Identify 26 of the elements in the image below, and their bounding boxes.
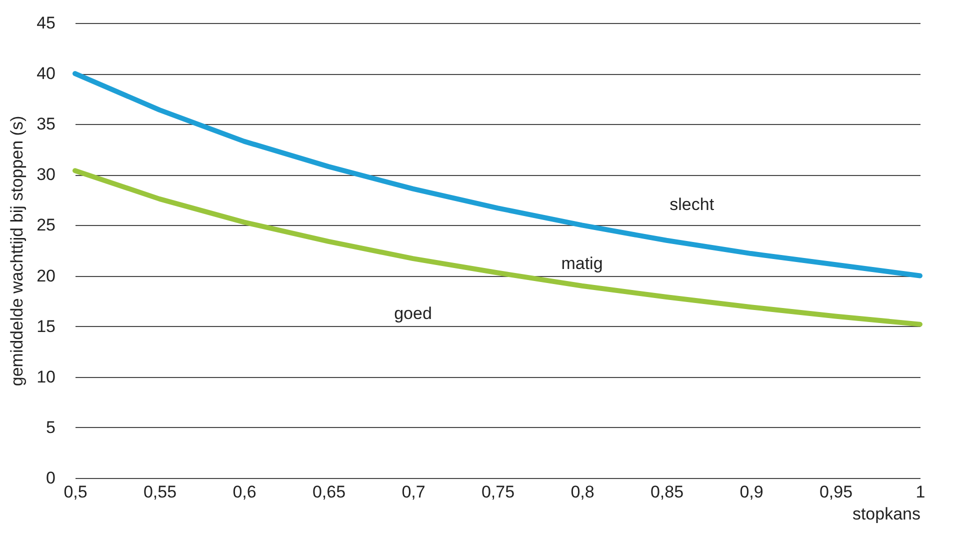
x-tick-label: 1 (916, 482, 926, 502)
annotation: slecht (670, 195, 714, 214)
y-tick-label: 15 (36, 316, 56, 336)
x-tick-label: 0,7 (402, 482, 426, 502)
y-tick-label: 40 (36, 64, 56, 84)
annotation: goed (394, 304, 432, 324)
y-tick-label: 10 (36, 367, 56, 386)
x-tick-label: 0,95 (819, 482, 853, 502)
y-tick-label: 35 (36, 114, 56, 134)
y-tick-label: 5 (46, 418, 56, 437)
x-tick-label: 0,5 (64, 482, 88, 502)
x-tick-label: 0,6 (232, 482, 256, 502)
x-tick-label: 0,75 (481, 482, 515, 502)
x-tick-label: 0,85 (650, 482, 684, 502)
y-tick-label: 30 (36, 165, 56, 184)
y-tick-label: 20 (36, 266, 56, 286)
x-tick-label: 0,9 (740, 482, 764, 502)
x-tick-label: 0,55 (143, 482, 177, 502)
x-tick-label: 0,65 (312, 482, 346, 502)
x-axis-title: stopkans (852, 504, 920, 524)
y-tick-label: 0 (46, 468, 56, 488)
annotation: matig (561, 254, 603, 274)
y-axis-title: gemiddelde wachttijd bij stoppen (s) (8, 116, 27, 386)
x-tick-label: 0,8 (570, 482, 594, 502)
y-tick-label: 25 (36, 216, 56, 235)
y-tick-label: 45 (36, 14, 56, 32)
